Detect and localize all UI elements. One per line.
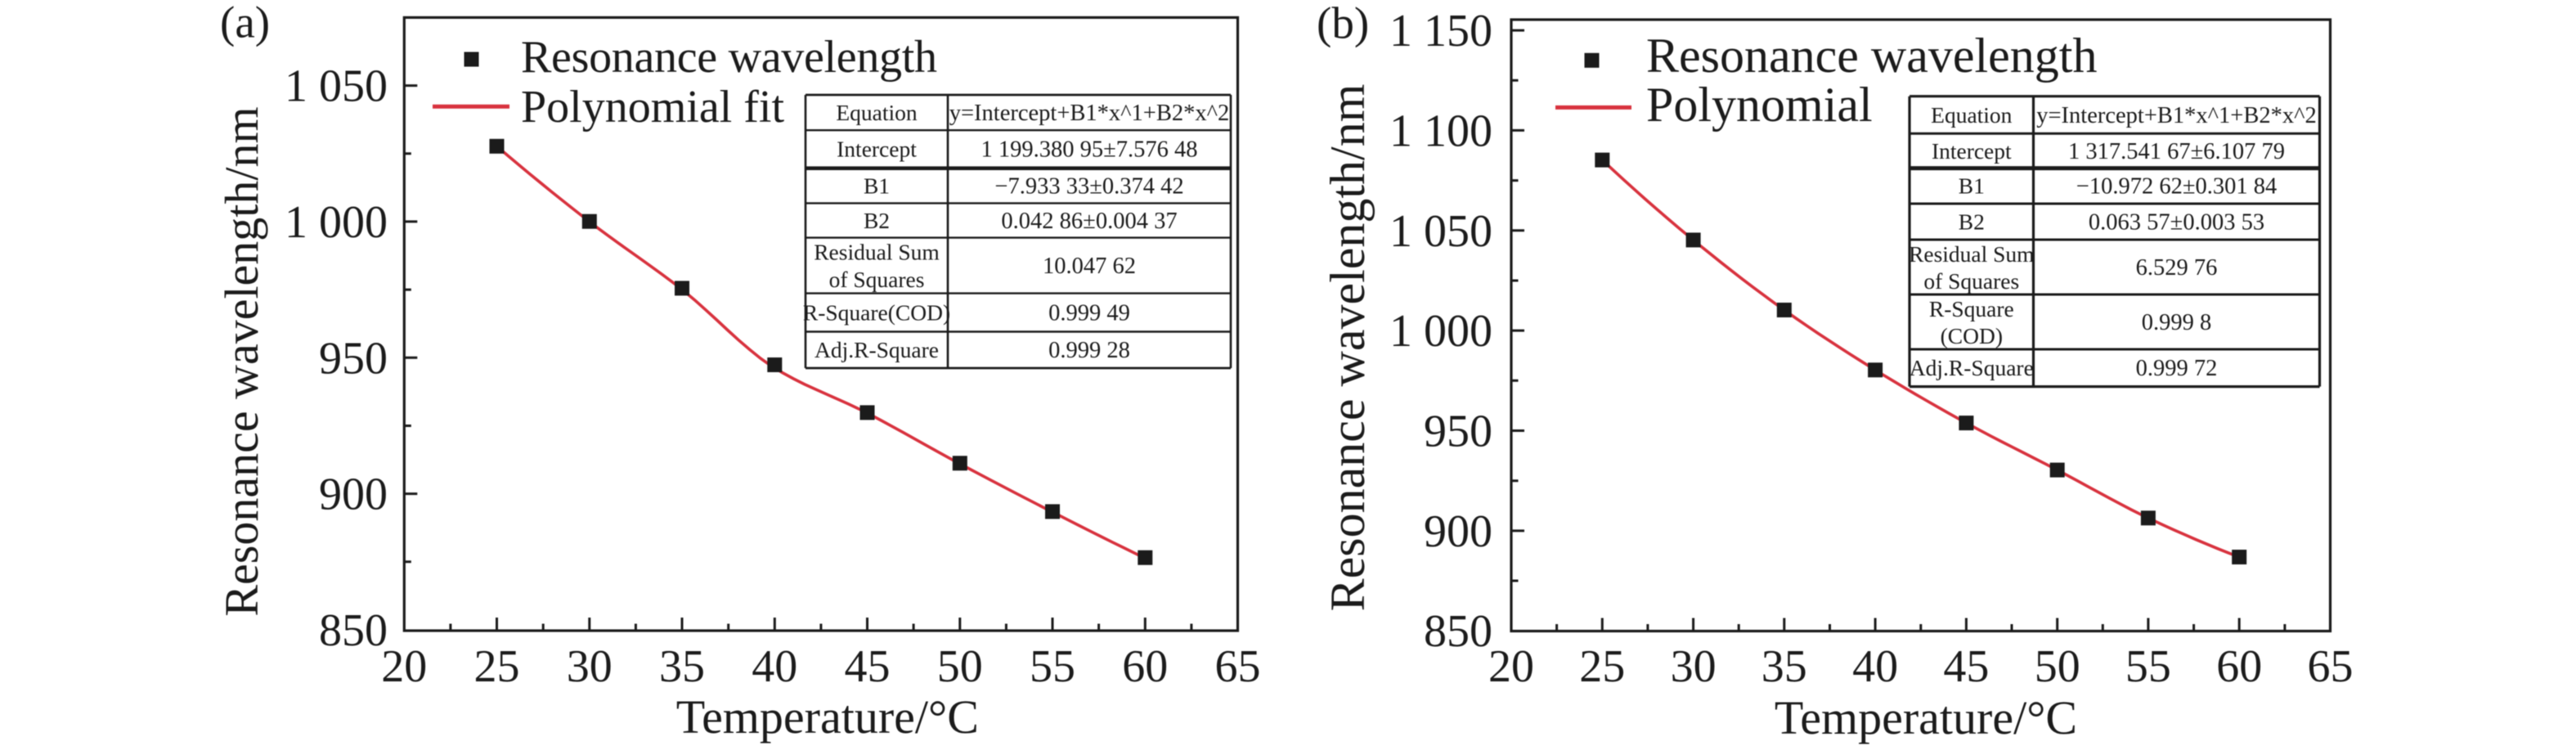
svg-text:40: 40 bbox=[1852, 641, 1898, 692]
svg-text:Resonance wavelength: Resonance wavelength bbox=[521, 32, 937, 83]
svg-text:Adj.R-Square: Adj.R-Square bbox=[1910, 355, 2034, 380]
svg-text:R-Square(COD): R-Square(COD) bbox=[803, 299, 950, 325]
svg-text:35: 35 bbox=[659, 641, 705, 692]
svg-text:40: 40 bbox=[752, 641, 797, 692]
svg-text:0.999 8: 0.999 8 bbox=[2142, 310, 2212, 335]
svg-text:1 000: 1 000 bbox=[285, 197, 388, 248]
svg-text:20: 20 bbox=[381, 641, 427, 692]
svg-text:55: 55 bbox=[2125, 641, 2171, 692]
svg-text:65: 65 bbox=[2308, 641, 2354, 692]
svg-text:0.999 28: 0.999 28 bbox=[1048, 338, 1130, 363]
svg-text:(a): (a) bbox=[220, 0, 270, 47]
svg-text:Polynomial fit: Polynomial fit bbox=[521, 82, 784, 133]
svg-text:0.063 57±0.003 53: 0.063 57±0.003 53 bbox=[2089, 209, 2264, 235]
svg-text:65: 65 bbox=[1215, 641, 1261, 692]
svg-text:Resonance wavelength/nm: Resonance wavelength/nm bbox=[215, 106, 268, 616]
svg-text:0.042 86±0.004 37: 0.042 86±0.004 37 bbox=[1001, 209, 1177, 234]
svg-text:25: 25 bbox=[474, 641, 520, 692]
svg-text:900: 900 bbox=[319, 470, 388, 520]
svg-text:of Squares: of Squares bbox=[1923, 268, 2019, 294]
svg-text:50: 50 bbox=[937, 641, 983, 692]
svg-text:950: 950 bbox=[319, 333, 388, 384]
svg-text:Temperature/°C: Temperature/°C bbox=[1775, 691, 2077, 744]
svg-text:(b): (b) bbox=[1317, 0, 1369, 48]
svg-text:Polynomial: Polynomial bbox=[1646, 78, 1873, 132]
svg-text:Resonance wavelength: Resonance wavelength bbox=[1646, 29, 2097, 83]
svg-text:30: 30 bbox=[567, 641, 613, 692]
svg-text:1 150: 1 150 bbox=[1389, 6, 1492, 56]
svg-text:25: 25 bbox=[1579, 641, 1625, 692]
svg-text:y=Intercept+B1*x^1+B2*x^2: y=Intercept+B1*x^1+B2*x^2 bbox=[2036, 103, 2317, 128]
svg-text:y=Intercept+B1*x^1+B2*x^2: y=Intercept+B1*x^1+B2*x^2 bbox=[949, 101, 1230, 126]
svg-text:0.999 49: 0.999 49 bbox=[1048, 300, 1130, 326]
svg-text:20: 20 bbox=[1488, 641, 1534, 692]
svg-text:850: 850 bbox=[1424, 606, 1492, 657]
svg-text:−7.933 33±0.374 42: −7.933 33±0.374 42 bbox=[994, 173, 1183, 199]
svg-text:Residual Sum: Residual Sum bbox=[1909, 241, 2035, 267]
svg-text:B2: B2 bbox=[864, 208, 890, 233]
svg-text:Intercept: Intercept bbox=[1932, 138, 2012, 164]
svg-text:45: 45 bbox=[1943, 641, 1989, 692]
svg-text:Resonance wavelength/nm: Resonance wavelength/nm bbox=[1321, 84, 1375, 612]
svg-text:Temperature/°C: Temperature/°C bbox=[676, 690, 979, 744]
svg-text:950: 950 bbox=[1424, 407, 1492, 457]
svg-text:Adj.R-Square: Adj.R-Square bbox=[815, 337, 939, 362]
svg-text:60: 60 bbox=[2216, 641, 2262, 692]
svg-text:1 050: 1 050 bbox=[285, 61, 388, 112]
svg-text:60: 60 bbox=[1122, 641, 1168, 692]
svg-text:R-Square: R-Square bbox=[1929, 296, 2014, 321]
svg-text:B2: B2 bbox=[1959, 209, 1985, 234]
svg-text:(COD): (COD) bbox=[1941, 323, 2003, 348]
svg-text:B1: B1 bbox=[864, 173, 890, 198]
svg-text:1 100: 1 100 bbox=[1389, 106, 1492, 156]
svg-text:Equation: Equation bbox=[836, 100, 918, 125]
svg-text:45: 45 bbox=[845, 641, 891, 692]
svg-text:1 000: 1 000 bbox=[1389, 306, 1492, 357]
svg-text:900: 900 bbox=[1424, 506, 1492, 557]
svg-text:−10.972 62±0.301 84: −10.972 62±0.301 84 bbox=[2076, 174, 2277, 200]
svg-text:1 199.380 95±7.576 48: 1 199.380 95±7.576 48 bbox=[981, 137, 1197, 162]
svg-text:50: 50 bbox=[2035, 641, 2080, 692]
svg-text:1 050: 1 050 bbox=[1389, 206, 1492, 257]
svg-text:B1: B1 bbox=[1959, 173, 1985, 199]
svg-text:0.999 72: 0.999 72 bbox=[2136, 356, 2218, 381]
svg-text:850: 850 bbox=[319, 605, 388, 656]
svg-text:30: 30 bbox=[1671, 641, 1717, 692]
svg-text:Equation: Equation bbox=[1931, 102, 2013, 128]
svg-text:55: 55 bbox=[1030, 641, 1075, 692]
svg-text:of Squares: of Squares bbox=[829, 267, 925, 292]
svg-text:35: 35 bbox=[1761, 641, 1807, 692]
svg-text:10.047 62: 10.047 62 bbox=[1043, 254, 1136, 279]
svg-text:6.529 76: 6.529 76 bbox=[2136, 255, 2218, 281]
svg-text:Intercept: Intercept bbox=[837, 136, 917, 161]
svg-text:Residual Sum: Residual Sum bbox=[814, 239, 940, 264]
svg-text:1 317.541 67±6.107 79: 1 317.541 67±6.107 79 bbox=[2068, 139, 2285, 164]
